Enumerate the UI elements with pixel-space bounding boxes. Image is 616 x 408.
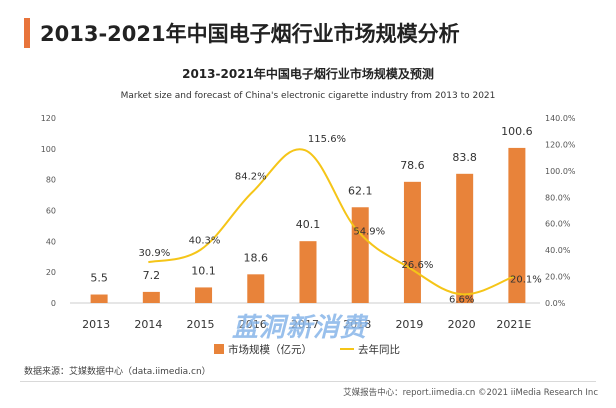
bar — [90, 294, 108, 303]
line-data-label: 30.9% — [138, 248, 170, 259]
bar-data-label: 100.6 — [501, 125, 533, 138]
bar-data-label: 18.6 — [244, 251, 269, 264]
y-right-tick-label: 80.0% — [545, 193, 571, 202]
x-tick-label: 2013 — [82, 318, 110, 331]
bar-data-label: 5.5 — [90, 272, 108, 285]
copyright-note: 艾媒报告中心：report.iimedia.cn ©2021 iiMedia R… — [343, 388, 598, 398]
source-note: 数据来源：艾媒数据中心（data.iimedia.cn） — [24, 367, 211, 377]
bar-data-label: 40.1 — [296, 218, 321, 231]
x-tick-label: 2021E — [496, 318, 531, 331]
bar — [351, 207, 369, 303]
legend-bar-swatch — [214, 344, 224, 354]
bar — [299, 241, 317, 303]
page-title: 2013-2021年中国电子烟行业市场规模分析 — [40, 22, 460, 46]
legend-bar-label: 市场规模（亿元） — [228, 343, 312, 356]
bar — [403, 181, 421, 303]
y-right-tick-label: 60.0% — [545, 220, 571, 229]
growth-line — [148, 148, 515, 296]
x-tick-label: 2014 — [134, 318, 162, 331]
line-data-label: 26.6% — [402, 260, 434, 271]
bar-data-label: 10.1 — [191, 264, 216, 277]
chart-subtitle: Market size and forecast of China's elec… — [121, 91, 496, 101]
y-left-tick-label: 60 — [46, 207, 56, 216]
x-tick-label: 2018 — [343, 318, 371, 331]
line-data-label: 6.6% — [449, 294, 474, 305]
bar-data-label: 83.8 — [452, 151, 477, 164]
line-data-label: 54.9% — [353, 226, 385, 237]
bar-data-label: 78.6 — [400, 159, 425, 172]
line-data-label: 40.3% — [189, 236, 221, 247]
line-data-label: 84.2% — [235, 172, 267, 183]
y-left-tick-label: 80 — [46, 176, 56, 185]
bar-data-label: 7.2 — [143, 269, 161, 282]
x-tick-label: 2015 — [187, 318, 215, 331]
bar — [142, 291, 160, 303]
watermark-text: 蓝洞新消费 — [232, 313, 368, 343]
page-title-block: 2013-2021年中国电子烟行业市场规模分析 — [24, 18, 460, 48]
bar — [456, 173, 474, 303]
y-right-tick-label: 0.0% — [545, 299, 566, 308]
y-right-tick-label: 100.0% — [545, 167, 576, 176]
legend-line-label: 去年同比 — [358, 343, 400, 356]
title-accent-bar — [24, 18, 30, 48]
x-tick-label: 2017 — [291, 318, 319, 331]
x-tick-label: 2019 — [395, 318, 423, 331]
x-tick-label: 2020 — [448, 318, 476, 331]
bar — [247, 274, 265, 303]
y-right-tick-label: 120.0% — [545, 140, 576, 149]
chart-title: 2013-2021年中国电子烟行业市场规模及预测 — [182, 66, 434, 81]
bar-data-label: 62.1 — [348, 184, 373, 197]
footer-divider — [20, 381, 596, 382]
y-right-tick-label: 20.0% — [545, 273, 571, 282]
line-data-label: 115.6% — [308, 134, 346, 145]
bar — [195, 287, 213, 303]
y-left-tick-label: 40 — [46, 237, 56, 246]
x-tick-label: 2016 — [239, 318, 267, 331]
line-data-label: 20.1% — [510, 274, 542, 285]
bar — [508, 147, 526, 303]
y-right-tick-label: 40.0% — [545, 246, 571, 255]
y-right-tick-label: 140.0% — [545, 114, 576, 123]
y-left-tick-label: 100 — [41, 145, 56, 154]
y-left-tick-label: 20 — [46, 268, 56, 277]
y-left-tick-label: 0 — [51, 299, 56, 308]
y-left-tick-label: 120 — [41, 114, 56, 123]
